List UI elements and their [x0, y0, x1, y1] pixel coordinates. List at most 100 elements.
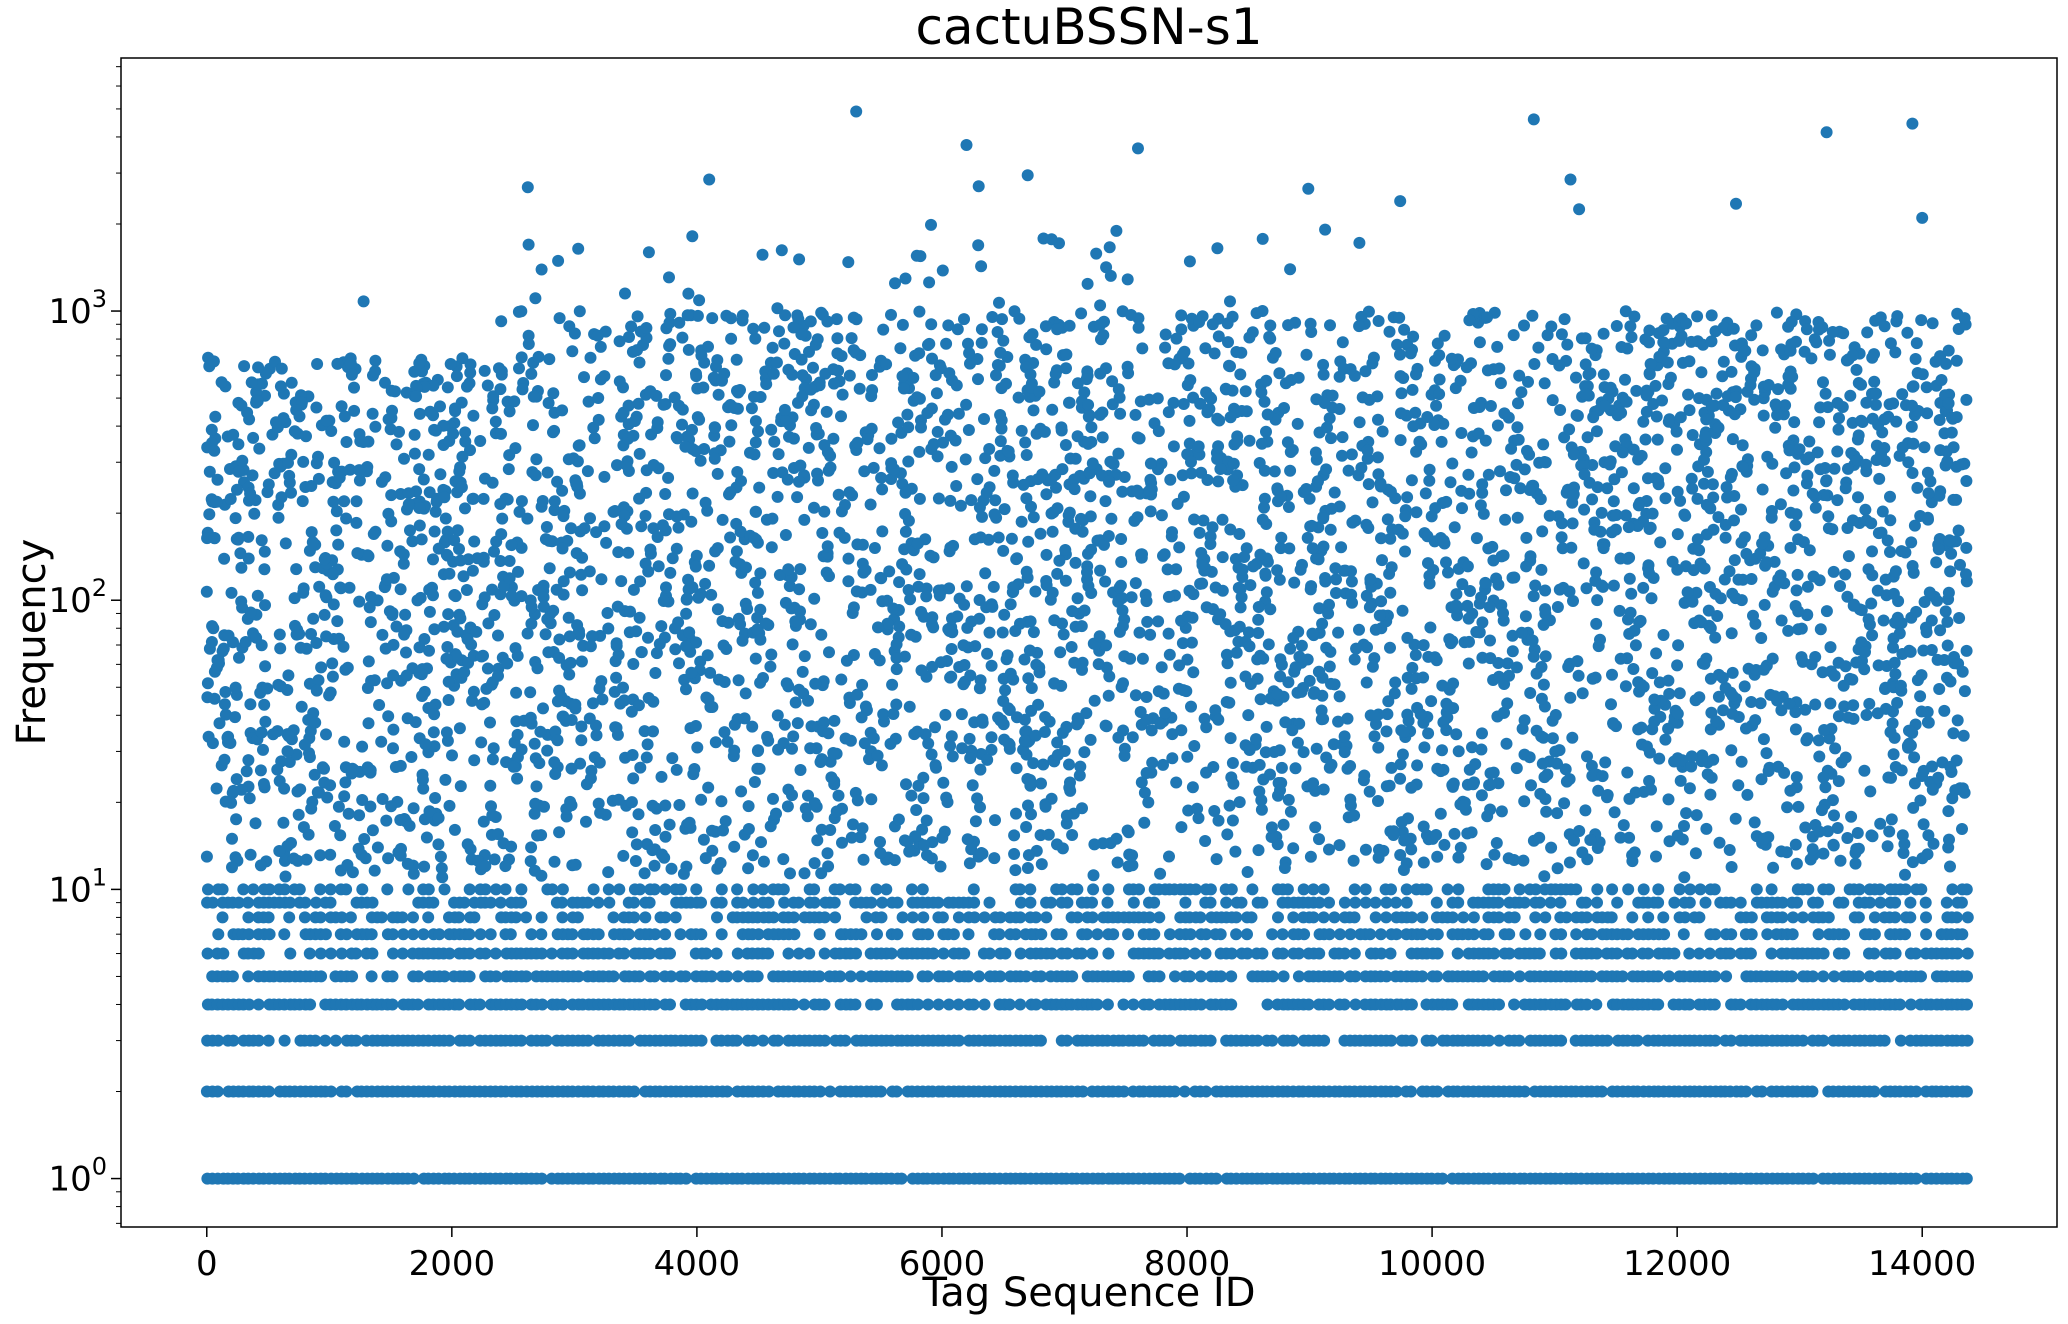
data-point: [916, 883, 929, 896]
data-point: [217, 947, 230, 960]
data-point: [1796, 911, 1809, 924]
data-point: [1338, 947, 1351, 960]
data-point: [958, 947, 971, 960]
data-point: [1230, 346, 1243, 358]
data-point: [387, 638, 400, 651]
data-point: [913, 305, 926, 318]
data-point: [417, 928, 430, 941]
data-point: [1286, 1034, 1299, 1047]
data-point: [1866, 629, 1879, 642]
data-point: [252, 998, 265, 1011]
data-point: [350, 495, 363, 508]
data-point: [1148, 896, 1161, 909]
data-point: [1944, 860, 1956, 873]
data-point: [1027, 511, 1040, 524]
data-point: [1657, 629, 1670, 641]
data-point: [715, 896, 728, 909]
data-point: [524, 855, 537, 868]
data-point: [427, 896, 440, 909]
data-point: [915, 421, 927, 434]
data-point: [1269, 347, 1282, 359]
data-point: [1931, 653, 1944, 666]
data-point: [659, 830, 672, 843]
data-point: [1348, 883, 1361, 896]
data-point: [1806, 970, 1819, 983]
data-point: [299, 896, 312, 909]
data-point: [1745, 911, 1758, 924]
data-point: [1828, 809, 1840, 822]
data-point: [855, 928, 868, 941]
data-point: [1131, 431, 1144, 444]
data-point: [1686, 429, 1699, 441]
data-point: [348, 381, 360, 394]
data-point: [438, 883, 451, 896]
data-point: [1956, 928, 1969, 941]
data-point: [412, 998, 424, 1011]
data-point: [680, 1172, 693, 1185]
data-point: [1756, 1085, 1768, 1098]
data-point: [293, 883, 306, 896]
data-point: [1061, 896, 1074, 909]
data-point: [1059, 574, 1072, 587]
data-point: [1920, 928, 1933, 941]
data-point: [832, 488, 845, 501]
data-point: [1498, 883, 1511, 896]
data-point: [489, 947, 502, 960]
data-point: [1359, 843, 1372, 856]
data-point: [1817, 947, 1830, 960]
data-point: [592, 896, 605, 909]
data-point: [548, 756, 561, 769]
data-point: [787, 911, 800, 924]
data-point: [987, 580, 1000, 593]
data-point: [1225, 883, 1238, 896]
data-point: [932, 998, 945, 1011]
data-point: [1483, 601, 1496, 613]
data-point: [843, 369, 856, 382]
data-point: [1224, 676, 1237, 689]
data-point: [1596, 1085, 1608, 1098]
data-point: [922, 737, 935, 750]
data-point: [1590, 998, 1603, 1011]
data-point: [1381, 513, 1394, 526]
data-point: [772, 1034, 784, 1047]
data-point: [1824, 641, 1837, 654]
data-point: [1643, 368, 1656, 381]
data-point: [1951, 947, 1964, 960]
data-point: [1728, 554, 1741, 567]
data-point: [1790, 508, 1803, 521]
data-point: [1317, 883, 1330, 896]
data-point: [413, 407, 426, 420]
data-point: [781, 800, 794, 813]
data-point: [1724, 947, 1737, 960]
data-point: [407, 1172, 420, 1185]
data-point: [1889, 911, 1902, 924]
data-point: [509, 442, 522, 455]
data-point: [989, 814, 1001, 827]
data-point: [1334, 928, 1346, 941]
data-point: [1110, 224, 1123, 237]
data-point: [1364, 928, 1377, 941]
data-point: [572, 970, 585, 983]
data-point: [1153, 911, 1166, 924]
data-point: [730, 545, 743, 558]
data-point: [1264, 319, 1277, 332]
data-point: [623, 1034, 636, 1047]
data-point: [1668, 947, 1681, 960]
data-point: [939, 708, 952, 721]
data-point: [1590, 617, 1603, 630]
data-point: [1703, 947, 1716, 960]
data-point: [920, 590, 933, 603]
data-point: [1901, 326, 1914, 339]
data-point: [747, 1034, 760, 1047]
data-point: [1309, 821, 1322, 834]
data-point: [762, 896, 775, 909]
data-point: [1527, 650, 1540, 663]
data-point: [1852, 911, 1865, 924]
data-point: [262, 1034, 275, 1047]
data-point: [1887, 397, 1900, 410]
data-point: [860, 911, 873, 924]
data-point: [705, 970, 718, 983]
data-point: [1372, 795, 1384, 807]
data-point: [1915, 883, 1928, 896]
data-point: [1926, 317, 1939, 330]
